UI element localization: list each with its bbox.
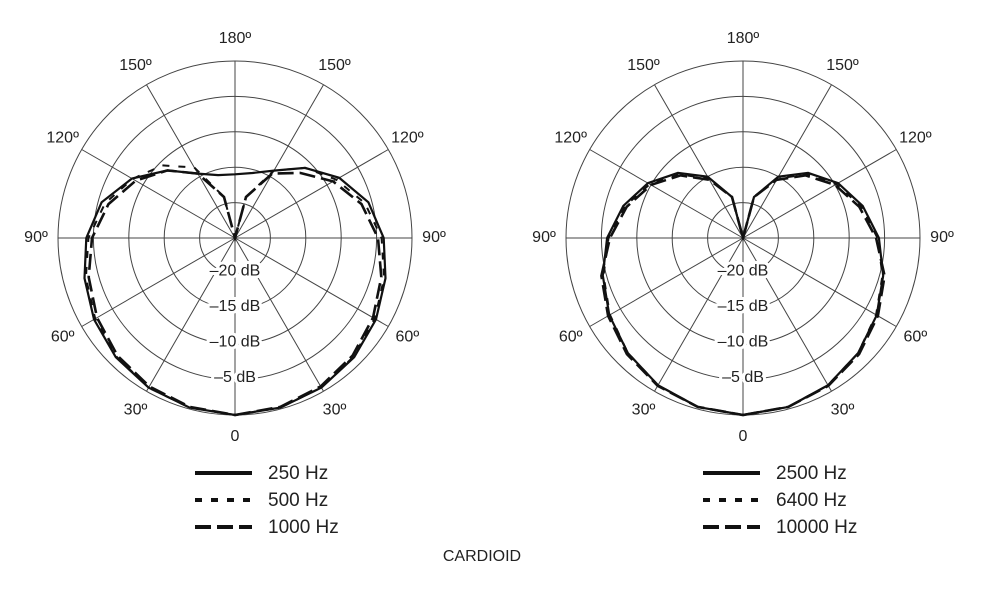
- angle-label: 150º: [627, 57, 660, 74]
- caption: CARDIOID: [443, 548, 521, 565]
- angle-label: 90º: [422, 229, 446, 246]
- series-line: [602, 173, 884, 417]
- spoke: [81, 237, 236, 327]
- angle-label: 150º: [119, 57, 152, 74]
- angle-label: 120º: [554, 130, 587, 147]
- r-tick-label: –15 dB: [210, 298, 261, 315]
- angle-label: 0: [231, 428, 240, 445]
- angle-label: 90º: [532, 229, 556, 246]
- r-tick-label: –10 dB: [718, 333, 769, 350]
- spoke: [589, 237, 744, 327]
- series-line: [83, 166, 387, 417]
- spoke: [742, 149, 897, 239]
- angle-label: 60º: [904, 329, 928, 346]
- legend-label: 250 Hz: [268, 463, 328, 484]
- legend-label: 1000 Hz: [268, 517, 339, 538]
- legend-label: 2500 Hz: [776, 463, 847, 484]
- spoke: [234, 237, 324, 392]
- legend-label: 10000 Hz: [776, 517, 857, 538]
- r-tick-label: –20 dB: [210, 263, 261, 280]
- spoke: [234, 84, 324, 239]
- spoke: [81, 149, 236, 239]
- spoke: [654, 237, 744, 392]
- angle-label: 0: [739, 428, 748, 445]
- angle-label: 150º: [318, 57, 351, 74]
- angle-label: 60º: [51, 329, 75, 346]
- spoke: [742, 237, 832, 392]
- spoke: [654, 84, 744, 239]
- r-tick-label: –10 dB: [210, 333, 261, 350]
- angle-label: 180º: [727, 30, 760, 47]
- angle-label: 90º: [24, 229, 48, 246]
- r-tick-label: –20 dB: [718, 263, 769, 280]
- spoke: [146, 237, 236, 392]
- spoke: [742, 84, 832, 239]
- angle-label: 120º: [46, 130, 79, 147]
- spoke: [146, 84, 236, 239]
- angle-label: 120º: [391, 130, 424, 147]
- legend-label: 500 Hz: [268, 490, 328, 511]
- legend-label: 6400 Hz: [776, 490, 847, 511]
- angle-label: 30º: [831, 402, 855, 419]
- angle-label: 60º: [559, 329, 583, 346]
- angle-label: 90º: [930, 229, 954, 246]
- spoke: [589, 149, 744, 239]
- series-line: [600, 174, 886, 417]
- angle-label: 180º: [219, 30, 252, 47]
- r-tick-label: –5 dB: [214, 369, 256, 386]
- angle-label: 30º: [632, 402, 656, 419]
- angle-label: 120º: [899, 130, 932, 147]
- angle-label: 60º: [396, 329, 420, 346]
- series-line: [87, 169, 383, 417]
- angle-label: 30º: [323, 402, 347, 419]
- spoke: [742, 237, 897, 327]
- angle-label: 150º: [826, 57, 859, 74]
- spoke: [234, 237, 389, 327]
- angle-label: 30º: [124, 402, 148, 419]
- r-tick-label: –15 dB: [718, 298, 769, 315]
- spoke: [234, 149, 389, 239]
- r-tick-label: –5 dB: [722, 369, 764, 386]
